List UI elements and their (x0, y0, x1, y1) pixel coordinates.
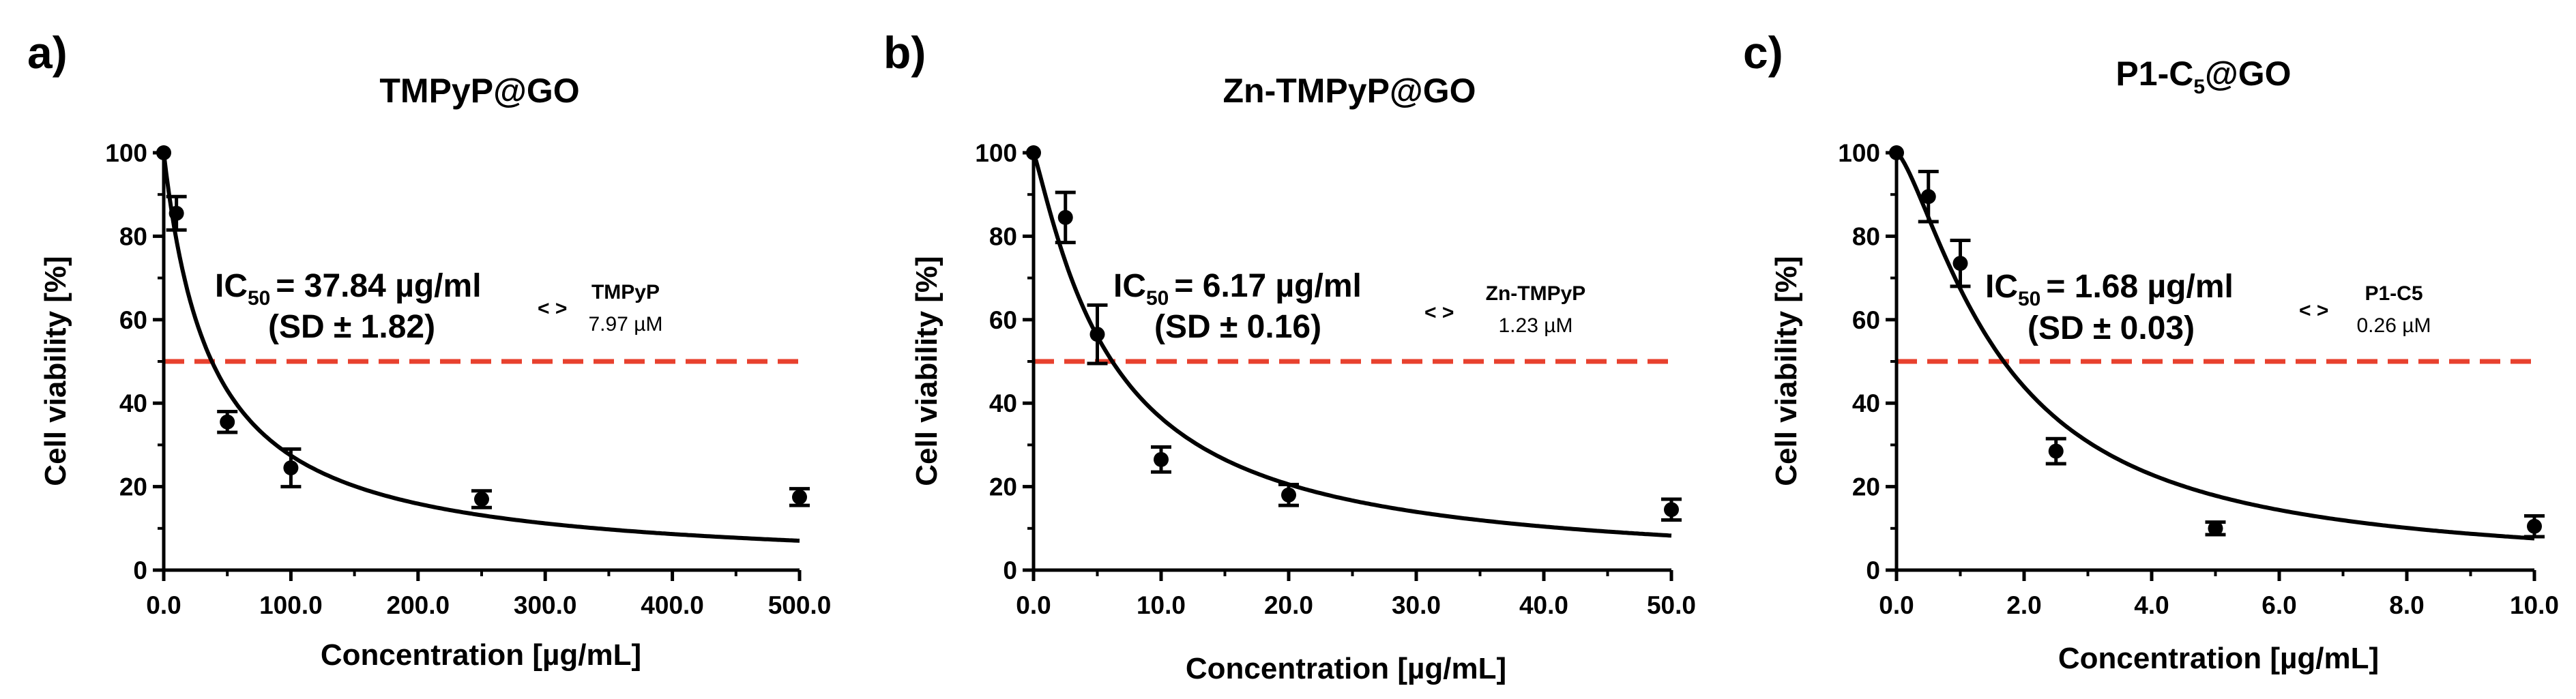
compound-name: Zn-TMPyP (1486, 282, 1586, 305)
compound-molar: 0.26 µM (2357, 314, 2431, 337)
y-tick-label: 0 (1866, 556, 1880, 584)
y-tick-label: 40 (1852, 389, 1880, 417)
axes-group: 0 20 40 60 80 100 0.0 2.0 4.0 6.0 8.0 10.0 (1838, 139, 2559, 619)
x-tick-label: 2.0 (2006, 591, 2041, 619)
y-tick-label: 40 (989, 389, 1017, 417)
y-tick-label: 20 (1852, 473, 1880, 501)
ic50-label: IC50 = 1.68 µg/ml (1985, 269, 2234, 310)
panel-letter: a) (27, 27, 68, 78)
ic50-sd: (SD ± 0.03) (2028, 310, 2195, 346)
y-tick-label: 60 (1852, 306, 1880, 334)
y-tick-label: 80 (1852, 222, 1880, 250)
y-axis-label: Cell viability [%] (1770, 256, 1803, 486)
axes-group: 0 20 40 60 80 100 0.0 100.0 200.0 300.0 400.0 500.0 (105, 139, 831, 619)
compound-name: P1-C5 (2365, 282, 2423, 305)
x-tick-label: 200.0 (387, 591, 450, 619)
x-tick-label: 0.0 (146, 591, 181, 619)
fit-group (162, 152, 800, 543)
data-point (156, 145, 171, 160)
x-tick-label: 4.0 (2134, 591, 2169, 619)
fit-curve (1895, 151, 2535, 541)
panel-c: c) P1-C5@GO Cell viability [%] Concentra… (1743, 27, 2559, 675)
x-tick-label: 6.0 (2262, 591, 2296, 619)
data-point (1281, 487, 1296, 503)
fit-curve (162, 152, 800, 543)
ic50-label: IC50 = 6.17 µg/ml (1113, 268, 1362, 310)
panel-letter: b) (883, 27, 926, 78)
x-tick-label: 400.0 (641, 591, 704, 619)
points-group (1889, 145, 2545, 539)
panel-a: a) TMPyP@GO Cell viability [%] Concentra… (27, 27, 831, 672)
y-tick-label: 100 (105, 139, 147, 167)
compound-name: TMPyP (591, 281, 660, 303)
data-point (220, 414, 235, 430)
x-tick-label: 100.0 (259, 591, 323, 619)
x-tick-label: 0.0 (1016, 591, 1051, 619)
y-tick-label: 0 (133, 556, 147, 584)
x-tick-label: 30.0 (1392, 591, 1441, 619)
conversion-arrow: < > (538, 297, 567, 320)
x-tick-label: 20.0 (1264, 591, 1313, 619)
x-axis-label: Concentration [µg/mL] (1186, 652, 1506, 685)
x-tick-label: 300.0 (514, 591, 577, 619)
y-tick-label: 20 (989, 473, 1017, 501)
y-axis-label: Cell viability [%] (39, 256, 72, 486)
fit-curve (1031, 152, 1672, 538)
y-tick-label: 80 (119, 222, 147, 250)
data-point (474, 491, 489, 507)
x-tick-label: 8.0 (2389, 591, 2424, 619)
y-tick-label: 100 (1838, 139, 1880, 167)
x-tick-label: 0.0 (1879, 591, 1914, 619)
ic50-sd: (SD ± 1.82) (268, 309, 435, 345)
fit-group (1895, 151, 2535, 541)
x-tick-label: 40.0 (1519, 591, 1568, 619)
data-point (1089, 327, 1105, 342)
x-tick-label: 500.0 (768, 591, 832, 619)
data-point (2527, 518, 2542, 534)
y-tick-label: 60 (119, 306, 147, 334)
conversion-arrow: < > (1424, 301, 1454, 324)
chart-title: TMPyP@GO (379, 72, 579, 110)
points-group (156, 145, 810, 509)
y-tick-label: 40 (119, 389, 147, 417)
chart-title: P1-C5@GO (2116, 55, 2291, 98)
ic50-sd: (SD ± 0.16) (1154, 309, 1321, 345)
y-tick-label: 0 (1003, 556, 1017, 584)
x-tick-label: 50.0 (1647, 591, 1696, 619)
points-group (1026, 145, 1682, 522)
y-axis-label: Cell viability [%] (910, 256, 943, 486)
x-axis-label: Concentration [µg/mL] (2058, 642, 2379, 675)
data-point (169, 205, 184, 221)
ic50-label: IC50 = 37.84 µg/ml (215, 268, 482, 310)
data-point (1057, 209, 1073, 225)
data-point (1889, 145, 1904, 160)
data-point (1952, 256, 1968, 271)
data-point (1026, 145, 1041, 160)
compound-molar: 1.23 µM (1499, 314, 1573, 337)
x-axis-label: Concentration [µg/mL] (321, 638, 641, 672)
chart-title: Zn-TMPyP@GO (1223, 72, 1476, 110)
data-point (1920, 189, 1936, 205)
data-point (2048, 443, 2064, 459)
data-point (1664, 502, 1679, 518)
compound-molar: 7.97 µM (589, 313, 663, 336)
fit-group (1031, 152, 1672, 538)
axes-group: 0 20 40 60 80 100 0.0 10.0 20.0 30.0 40.0 50.0 (975, 139, 1696, 619)
x-tick-label: 10.0 (2510, 591, 2559, 619)
y-tick-label: 60 (989, 306, 1017, 334)
y-tick-label: 80 (989, 222, 1017, 250)
panel-b: b) Zn-TMPyP@GO Cell viability [%] Concen… (883, 27, 1696, 685)
data-point (1154, 451, 1169, 467)
y-tick-label: 100 (975, 139, 1017, 167)
conversion-arrow: < > (2299, 299, 2328, 322)
data-point (283, 460, 299, 476)
data-point (792, 489, 807, 505)
panel-letter: c) (1743, 27, 1783, 78)
y-tick-label: 20 (119, 473, 147, 501)
x-tick-label: 10.0 (1137, 591, 1186, 619)
data-point (2208, 520, 2223, 536)
